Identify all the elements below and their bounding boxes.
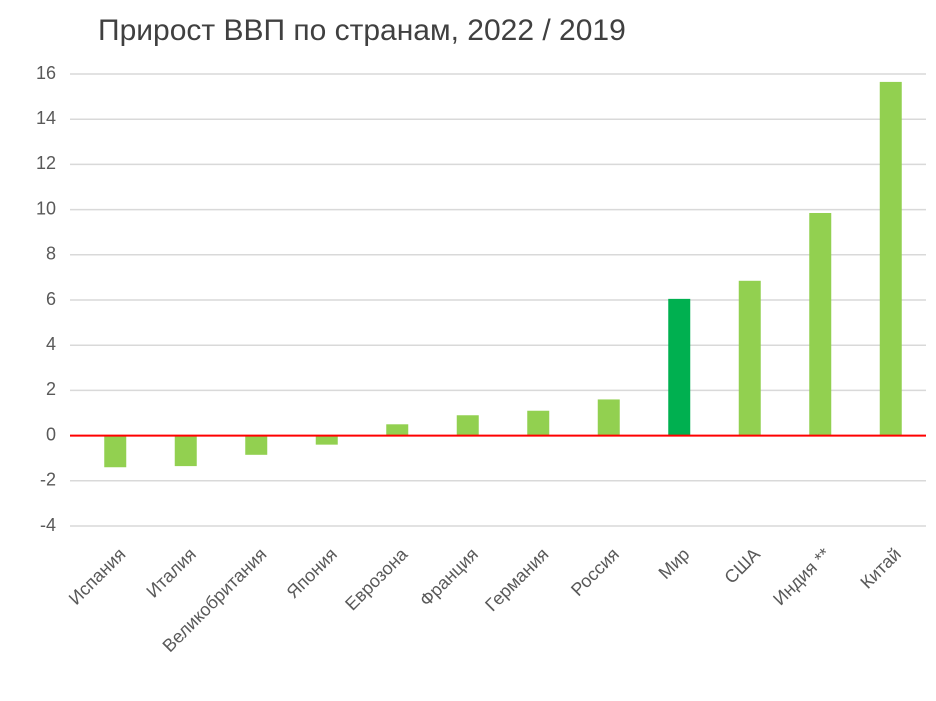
y-tick-label: 14 bbox=[36, 108, 56, 128]
bar bbox=[315, 435, 338, 445]
y-tick-label: 2 bbox=[46, 379, 56, 399]
x-tick-label: Италия bbox=[142, 544, 199, 601]
bar bbox=[809, 212, 832, 436]
x-tick-label: Индия ** bbox=[769, 544, 834, 609]
y-tick-label: 4 bbox=[46, 334, 56, 354]
bar bbox=[597, 399, 620, 436]
x-tick-label: Россия bbox=[567, 544, 623, 600]
bar bbox=[174, 435, 197, 467]
y-tick-label: 6 bbox=[46, 289, 56, 309]
x-tick-label: Япония bbox=[283, 544, 341, 602]
x-tick-label: Еврозона bbox=[341, 543, 412, 614]
y-tick-label: 0 bbox=[46, 424, 56, 444]
x-tick-label: США bbox=[720, 544, 763, 587]
bar bbox=[668, 298, 691, 436]
bar bbox=[245, 435, 268, 455]
bar bbox=[527, 410, 550, 436]
x-tick-label: Китай bbox=[856, 544, 905, 593]
bar bbox=[104, 435, 127, 468]
bar bbox=[738, 280, 761, 436]
chart-title: Прирост ВВП по странам, 2022 / 2019 bbox=[98, 14, 626, 47]
bar bbox=[456, 415, 479, 436]
x-tick-label: Германия bbox=[481, 544, 552, 615]
y-tick-label: 10 bbox=[36, 198, 56, 218]
y-tick-label: 12 bbox=[36, 153, 56, 173]
x-tick-label: Мир bbox=[655, 544, 694, 583]
x-tick-label: Франция bbox=[416, 544, 482, 610]
bar bbox=[386, 424, 409, 436]
y-tick-label: 8 bbox=[46, 244, 56, 264]
y-tick-label: -4 bbox=[40, 515, 56, 535]
x-tick-label: Испания bbox=[65, 544, 130, 609]
y-tick-label: -2 bbox=[40, 470, 56, 490]
y-tick-label: 16 bbox=[36, 63, 56, 83]
bar bbox=[879, 81, 902, 436]
